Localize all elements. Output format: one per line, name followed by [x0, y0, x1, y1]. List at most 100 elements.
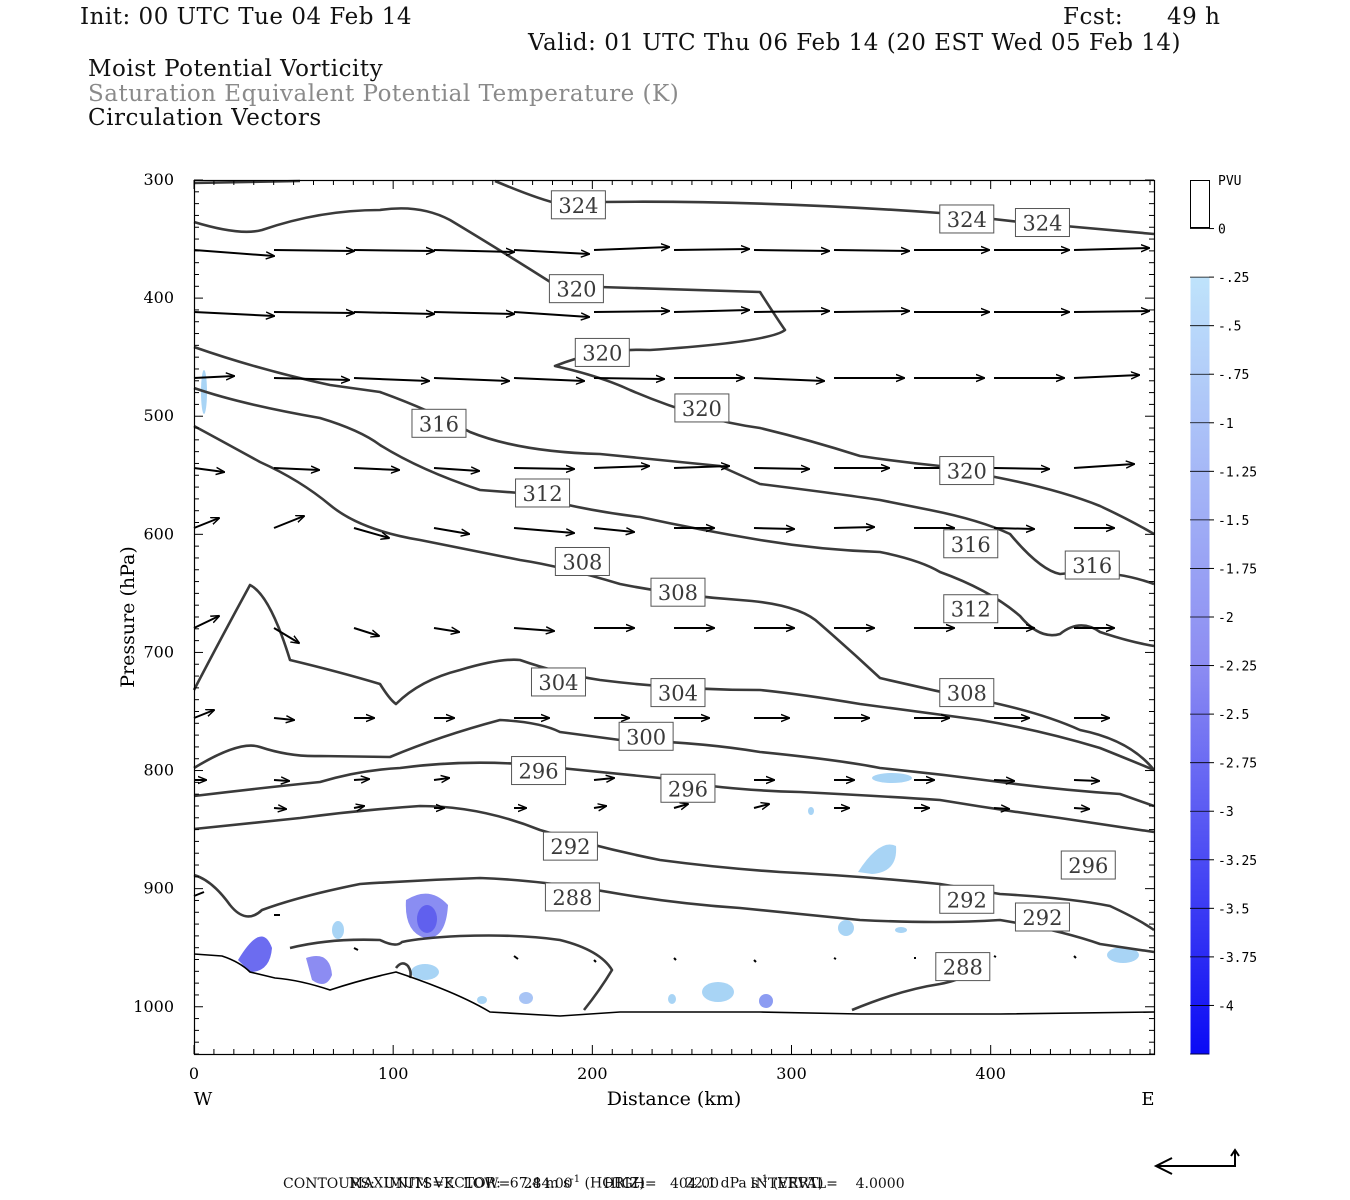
contour-label-text: 316 — [1072, 554, 1112, 578]
circulation-vector — [753, 468, 809, 469]
circulation-vector — [273, 627, 299, 643]
circulation-vector — [753, 528, 794, 529]
circulation-vector — [833, 311, 909, 312]
colorbar-tick-label: -3.75 — [1218, 951, 1257, 966]
contour-line — [289, 934, 614, 1011]
colorbar-tick-label: -2 — [1218, 611, 1234, 626]
mpv-shade-blob — [895, 927, 907, 933]
circulation-vector — [353, 627, 379, 636]
colorbar-zero-bin — [1190, 180, 1210, 228]
circulation-vector — [353, 378, 429, 381]
contour-label-text: 300 — [626, 725, 666, 749]
contour-label-box — [939, 884, 995, 914]
colorbar-tick-label: -3 — [1218, 805, 1234, 820]
circulation-vector — [273, 468, 319, 470]
mpv-shade-blob — [872, 773, 912, 783]
contour-label: 320 — [674, 393, 730, 423]
y-axis-title: Pressure (hPa) — [117, 546, 139, 688]
circulation-vector — [433, 527, 469, 534]
contour-label-box — [618, 721, 674, 751]
circulation-vector — [1073, 808, 1089, 809]
circulation-vector — [433, 312, 514, 314]
unit-exponent: -1 — [758, 1174, 769, 1185]
contour-label-text: 324 — [947, 208, 987, 232]
circulation-vector — [433, 250, 514, 252]
circulation-vector — [513, 311, 589, 317]
contour-label-box — [674, 393, 730, 423]
contour-label-box — [574, 337, 630, 367]
circulation-vector — [673, 957, 677, 961]
contour-label-box — [411, 408, 467, 438]
circulation-vector — [753, 959, 757, 963]
contour-label-box — [1064, 550, 1120, 580]
horiz-tag: (HORIZ) — [584, 1175, 645, 1192]
vert-tag: (VERT) — [772, 1175, 824, 1192]
contour-line — [193, 345, 1155, 586]
contour-label: 288 — [544, 882, 600, 912]
circulation-vector — [593, 806, 606, 808]
circulation-vector — [513, 378, 584, 381]
x-tick-label: 100 — [378, 1064, 409, 1083]
circulation-vector — [593, 778, 614, 780]
x-tick-label: 300 — [776, 1064, 807, 1083]
contour-label: 292 — [542, 831, 598, 861]
circulation-vector — [993, 808, 1009, 809]
circulation-vector — [193, 616, 219, 629]
unit-exponent: -1 — [570, 1174, 581, 1185]
contour-label-text: 288 — [552, 886, 592, 910]
contour-label-text: 320 — [582, 341, 622, 365]
field-title-vectors: Circulation Vectors — [88, 105, 322, 131]
contour-label-box — [1060, 850, 1116, 880]
colorbar-tick-label: -1.5 — [1218, 514, 1249, 529]
mpv-shade-blob — [858, 844, 897, 874]
contour-label-box — [515, 478, 571, 508]
colorbar-tick-label: -.25 — [1218, 271, 1249, 286]
terrain-line — [193, 953, 1155, 1017]
circulation-vector — [433, 778, 449, 780]
circulation-vector — [673, 804, 688, 808]
y-tick-label: 1000 — [133, 997, 174, 1016]
contour-label: 316 — [1064, 550, 1120, 580]
colorbar-tick-label: -2.25 — [1218, 660, 1257, 675]
contour-line — [193, 386, 1155, 648]
contour-label: 320 — [548, 274, 604, 304]
circulation-vector — [273, 312, 354, 313]
x-tick-label: 0 — [189, 1064, 199, 1083]
circulation-vector — [193, 518, 219, 529]
contour-label-box — [550, 190, 606, 220]
circulation-vector — [353, 250, 434, 251]
contour-label: 308 — [554, 546, 610, 576]
circulation-vector — [353, 312, 434, 314]
circulation-vector — [353, 527, 389, 538]
contour-label: 308 — [939, 678, 995, 708]
x-tick-label: 400 — [975, 1064, 1006, 1083]
contour-label: 324 — [939, 204, 995, 234]
circulation-vector — [513, 628, 554, 631]
contour-label-text: 320 — [682, 397, 722, 421]
circulation-vector — [753, 311, 829, 312]
contour-label-box — [650, 577, 706, 607]
y-tick-label: 600 — [143, 524, 174, 543]
max-vector-label: MAXIMUM VECTOR: — [348, 1175, 501, 1192]
circulation-vector — [1073, 248, 1149, 250]
circulation-vector — [513, 249, 589, 254]
contour-label-text: 324 — [558, 194, 598, 218]
x-axis-west-label: W — [194, 1089, 213, 1110]
circulation-vector — [833, 527, 874, 528]
circulation-vector — [273, 516, 304, 529]
x-tick-labels: 0 100 200 300 400 — [189, 1064, 1006, 1083]
contour-label: 296 — [1060, 850, 1116, 880]
mpv-shade-blob — [1107, 947, 1139, 963]
contour-label: 304 — [650, 678, 706, 708]
x-tick-label: 200 — [577, 1064, 608, 1083]
circulation-vector — [273, 808, 286, 809]
contour-line — [394, 962, 412, 979]
contour-label: 296 — [511, 756, 567, 786]
circulation-vector — [193, 891, 205, 897]
contour-label: 312 — [943, 594, 999, 624]
init-time: Init: 00 UTC Tue 04 Feb 14 — [80, 4, 413, 30]
circulation-vector — [353, 806, 364, 808]
forecast-label: Fcst: — [1063, 4, 1124, 30]
contour-label: 300 — [618, 721, 674, 751]
contour-label-box — [943, 594, 999, 624]
